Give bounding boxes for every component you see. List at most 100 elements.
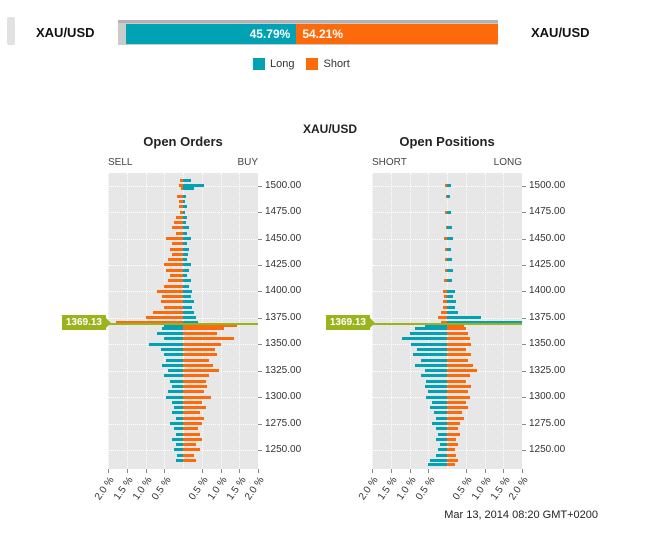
y-axis-tick xyxy=(258,397,262,399)
histogram-bar-left xyxy=(420,358,447,362)
legend: Long Short xyxy=(253,58,350,70)
histogram-bar-left xyxy=(162,363,183,367)
x-axis-label-text: 0.5 % xyxy=(187,475,211,503)
histogram-bar-right xyxy=(183,337,234,341)
histogram-bar-right xyxy=(447,237,453,241)
histogram-bar-left xyxy=(428,390,447,394)
histogram-bar-right xyxy=(183,305,193,309)
y-axis-label: 1400.00 xyxy=(529,285,566,297)
x-axis-tick xyxy=(409,469,411,473)
histogram-bar-right xyxy=(447,226,452,230)
x-axis-label-text: 1.5 % xyxy=(376,475,400,503)
histogram-bar-right xyxy=(183,237,191,241)
histogram-bar-left xyxy=(164,323,183,327)
y-axis-label: 1500.00 xyxy=(529,179,566,191)
instrument-label-right: XAU/USD xyxy=(531,25,590,40)
histogram-bar-left xyxy=(435,437,447,441)
histogram-bar-left xyxy=(173,406,183,410)
histogram-bar-left xyxy=(175,215,183,219)
histogram-bar-left xyxy=(162,326,183,330)
y-axis-label: 1400.00 xyxy=(265,285,302,297)
open-positions-plot xyxy=(372,173,522,469)
histogram-bar-left xyxy=(153,311,183,315)
histogram-bar-left xyxy=(171,242,183,246)
y-axis-label: 1325.00 xyxy=(265,364,302,376)
histogram-bar-left xyxy=(432,400,447,404)
histogram-bar-right xyxy=(183,258,187,262)
histogram-bar-left xyxy=(445,258,447,262)
histogram-bar-right xyxy=(447,348,466,352)
histogram-bar-left xyxy=(166,395,183,399)
histogram-bar-right xyxy=(183,342,221,346)
histogram-bar-right xyxy=(447,353,472,357)
histogram-bar-left xyxy=(444,279,447,283)
histogram-bar-left xyxy=(437,432,447,436)
histogram-bar-right xyxy=(447,268,453,272)
long-short-ratio-bar: 45.79% 54.21% xyxy=(118,20,498,45)
histogram-bar-left xyxy=(156,332,183,336)
y-axis-label: 1350.00 xyxy=(529,338,566,350)
histogram-bar-right xyxy=(183,221,186,225)
x-axis-tick xyxy=(484,469,486,473)
histogram-bar-right xyxy=(447,342,472,346)
y-axis-label: 1375.00 xyxy=(529,311,566,323)
histogram-bar-right xyxy=(447,459,459,463)
histogram-bar-right xyxy=(183,453,195,457)
y-axis-label: 1300.00 xyxy=(529,391,566,403)
y-axis-label: 1275.00 xyxy=(529,417,566,429)
histogram-bar-right xyxy=(447,390,468,394)
histogram-bar-left xyxy=(160,300,183,304)
histogram-bar-right xyxy=(447,437,457,441)
histogram-bar-right xyxy=(183,205,187,209)
histogram-bar-right xyxy=(447,323,464,327)
x-axis-tick xyxy=(220,469,222,473)
gridline-vertical xyxy=(372,173,373,469)
current-price-line xyxy=(108,323,258,326)
instrument-label-left: XAU/USD xyxy=(36,25,95,40)
y-axis-label: 1500.00 xyxy=(265,179,302,191)
histogram-bar-left xyxy=(168,369,183,373)
histogram-bar-right xyxy=(447,300,457,304)
histogram-bar-left xyxy=(164,284,183,288)
current-price-tag: 1369.13 xyxy=(325,315,376,331)
histogram-bar-right xyxy=(183,295,191,299)
histogram-bar-left xyxy=(424,369,447,373)
histogram-bar-left xyxy=(166,358,183,362)
histogram-bar-right xyxy=(447,326,466,330)
histogram-bar-right xyxy=(447,411,462,415)
histogram-bar-left xyxy=(437,448,447,452)
histogram-bar-left xyxy=(180,210,183,214)
short-legend-swatch-icon xyxy=(306,58,319,70)
histogram-bar-left xyxy=(115,320,183,324)
histogram-bar-right xyxy=(447,279,452,283)
histogram-bar-left xyxy=(160,348,183,352)
histogram-bar-right xyxy=(447,395,470,399)
histogram-bar-left xyxy=(173,427,183,431)
histogram-bar-right xyxy=(447,332,468,336)
long-percentage: 45.79% xyxy=(249,27,291,41)
widget-drag-handle[interactable] xyxy=(7,17,15,45)
y-axis-label: 1450.00 xyxy=(265,232,302,244)
histogram-bar-left xyxy=(177,453,183,457)
histogram-bar-right xyxy=(183,332,217,336)
x-axis-label-text: 1.5 % xyxy=(224,475,249,503)
y-axis-tick xyxy=(258,264,262,266)
histogram-bar-right xyxy=(447,432,461,436)
histogram-bar-right xyxy=(183,284,189,288)
histogram-bar-left xyxy=(435,416,447,420)
histogram-bar-left xyxy=(409,332,447,336)
histogram-bar-right xyxy=(183,326,225,330)
y-axis-tick xyxy=(258,317,262,319)
histogram-bar-left xyxy=(433,411,447,415)
histogram-bar-left xyxy=(164,337,183,341)
ratio-bar-inner: 45.79% 54.21% xyxy=(126,24,498,44)
y-axis-tick xyxy=(522,370,526,372)
histogram-bar-right xyxy=(447,210,451,214)
histogram-bar-right xyxy=(447,363,474,367)
y-axis-label: 1250.00 xyxy=(265,443,302,455)
histogram-bar-right xyxy=(183,385,208,389)
histogram-bar-left xyxy=(166,268,183,272)
histogram-bar-left xyxy=(178,205,183,209)
histogram-bar-right xyxy=(447,369,477,373)
